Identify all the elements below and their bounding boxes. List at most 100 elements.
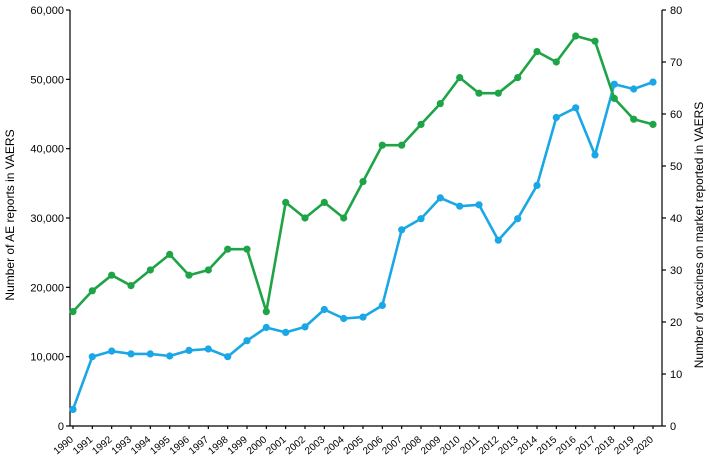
x-tick-label: 2007 bbox=[380, 434, 404, 457]
data-point bbox=[127, 350, 135, 358]
data-point bbox=[108, 347, 116, 355]
x-tick-label: 1996 bbox=[168, 434, 192, 457]
data-point bbox=[69, 405, 77, 413]
axes: 0 10,000 20,000 30,000 40,000 50,000 60,000 0 10… bbox=[30, 5, 682, 457]
series-line bbox=[71, 80, 654, 410]
x-tick-label: 2018 bbox=[593, 434, 617, 457]
x-tick-label: 2009 bbox=[419, 434, 443, 457]
data-point bbox=[88, 287, 96, 295]
x-tick-label: 2010 bbox=[438, 434, 462, 457]
data-point bbox=[417, 120, 425, 128]
data-point bbox=[127, 282, 135, 290]
data-point bbox=[301, 214, 309, 222]
data-point bbox=[533, 48, 541, 56]
data-point bbox=[185, 346, 193, 354]
data-point bbox=[301, 323, 309, 331]
data-point bbox=[320, 305, 328, 314]
y-left-tick-label: 0 bbox=[58, 421, 64, 433]
data-point bbox=[649, 120, 657, 128]
data-point bbox=[378, 141, 386, 149]
data-point bbox=[378, 301, 386, 309]
data-point bbox=[398, 226, 406, 234]
x-tick-label: 2014 bbox=[516, 434, 540, 457]
x-tick-label: 1999 bbox=[226, 434, 250, 457]
y-right-tick-label: 30 bbox=[670, 265, 682, 277]
data-point bbox=[204, 345, 212, 353]
y-left-tick-label: 40,000 bbox=[30, 144, 64, 156]
data-point bbox=[146, 266, 154, 274]
x-tick-label: 2015 bbox=[535, 434, 559, 457]
x-tick-label: 2019 bbox=[612, 434, 636, 457]
data-point bbox=[514, 215, 522, 223]
x-tick-label: 1991 bbox=[71, 434, 95, 457]
x-tick-label: 2004 bbox=[322, 434, 346, 457]
data-point bbox=[204, 266, 212, 274]
x-tick-label: 2003 bbox=[303, 434, 327, 457]
x-tick-label: 1993 bbox=[110, 434, 134, 457]
data-point bbox=[591, 37, 599, 45]
y-right-tick-label: 60 bbox=[670, 109, 682, 121]
x-tick-label: 2005 bbox=[342, 434, 366, 457]
data-point bbox=[282, 198, 290, 206]
data-point bbox=[359, 178, 367, 186]
data-point bbox=[514, 74, 522, 82]
data-point bbox=[610, 80, 618, 88]
data-point bbox=[146, 350, 154, 358]
x-tick-label: 2020 bbox=[632, 434, 656, 457]
data-point bbox=[320, 198, 328, 206]
y-left-tick-label: 30,000 bbox=[30, 213, 64, 225]
y-right-tick-label: 50 bbox=[670, 161, 682, 173]
data-point bbox=[591, 151, 599, 159]
data-point bbox=[475, 89, 483, 97]
y-left-tick-label: 20,000 bbox=[30, 282, 64, 294]
data-point bbox=[533, 181, 541, 189]
data-point bbox=[494, 89, 502, 97]
series-layer bbox=[69, 32, 657, 413]
x-tick-label: 2001 bbox=[264, 434, 288, 457]
y-left-tick-label: 60,000 bbox=[30, 5, 64, 17]
y-left-tick-label: 50,000 bbox=[30, 74, 64, 86]
data-point bbox=[359, 313, 367, 321]
x-tick-label: 2016 bbox=[554, 434, 578, 457]
data-point bbox=[456, 202, 464, 210]
data-point bbox=[243, 245, 251, 253]
x-tick-label: 2013 bbox=[496, 434, 520, 457]
data-point bbox=[88, 353, 96, 361]
data-point bbox=[282, 328, 290, 336]
y-axis-left-title: Number of AE reports in VAERS bbox=[3, 129, 17, 300]
data-point bbox=[436, 100, 444, 108]
data-point bbox=[572, 104, 580, 112]
x-tick-label: 2011 bbox=[458, 434, 482, 457]
data-point bbox=[224, 245, 232, 253]
data-point bbox=[649, 78, 657, 86]
data-point bbox=[398, 141, 406, 149]
series-ae-reports bbox=[69, 78, 657, 413]
data-point bbox=[610, 94, 618, 102]
y-axis-right-title: Number of vaccines on market reported in… bbox=[692, 102, 706, 369]
x-tick-label: 1990 bbox=[52, 434, 76, 457]
data-point bbox=[185, 271, 193, 279]
x-tick-label: 2017 bbox=[574, 434, 598, 457]
data-point bbox=[630, 115, 638, 123]
data-point bbox=[262, 323, 270, 332]
data-point bbox=[572, 32, 580, 40]
y-right-tick-label: 70 bbox=[670, 57, 682, 69]
y-right-tick-label: 0 bbox=[670, 421, 676, 433]
data-point bbox=[166, 250, 174, 258]
y-right-tick-label: 40 bbox=[670, 213, 682, 225]
series-vaccines-on-market bbox=[69, 32, 657, 316]
data-point bbox=[436, 194, 444, 202]
data-point bbox=[166, 352, 174, 360]
data-point bbox=[340, 314, 348, 323]
data-point bbox=[108, 271, 116, 279]
x-tick-label: 1992 bbox=[90, 434, 114, 457]
data-point bbox=[494, 236, 502, 244]
x-tick-label: 1995 bbox=[148, 434, 172, 457]
data-point bbox=[456, 74, 464, 82]
data-point bbox=[224, 353, 232, 361]
y-right-tick-label: 80 bbox=[670, 5, 682, 17]
x-tick-label: 1998 bbox=[206, 434, 230, 457]
data-point bbox=[417, 215, 425, 223]
data-point bbox=[552, 58, 560, 66]
